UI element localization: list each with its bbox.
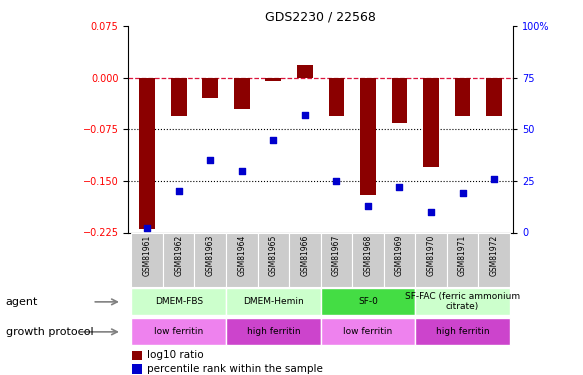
Text: GSM81964: GSM81964 [237, 235, 246, 276]
Text: GSM81972: GSM81972 [490, 235, 498, 276]
Text: GSM81962: GSM81962 [174, 235, 183, 276]
Point [269, 137, 278, 143]
Text: SF-0: SF-0 [358, 297, 378, 306]
Bar [478, 232, 510, 287]
Text: GSM81971: GSM81971 [458, 235, 467, 276]
Text: low ferritin: low ferritin [343, 327, 392, 336]
Bar [132, 364, 142, 374]
Bar [132, 351, 142, 360]
Bar [455, 78, 470, 116]
Text: GSM81963: GSM81963 [206, 235, 215, 276]
Bar [415, 288, 510, 315]
Text: GSM81969: GSM81969 [395, 235, 404, 276]
Text: GSM81967: GSM81967 [332, 235, 341, 276]
Bar [384, 232, 415, 287]
Text: high ferritin: high ferritin [247, 327, 300, 336]
Text: GSM81970: GSM81970 [427, 235, 436, 276]
Point [206, 158, 215, 164]
Bar [415, 318, 510, 345]
Bar [131, 232, 163, 287]
Text: agent: agent [6, 297, 38, 307]
Point [174, 188, 184, 194]
Bar [202, 78, 218, 99]
Point [142, 225, 152, 231]
Point [363, 202, 373, 208]
Bar [360, 78, 376, 195]
Text: GSM81961: GSM81961 [143, 235, 152, 276]
Text: GSM81966: GSM81966 [300, 235, 310, 276]
Bar [131, 288, 226, 315]
Point [300, 112, 310, 118]
Text: log10 ratio: log10 ratio [147, 350, 204, 360]
Bar [258, 232, 289, 287]
Bar [226, 318, 321, 345]
Text: growth protocol: growth protocol [6, 327, 93, 337]
Text: high ferritin: high ferritin [436, 327, 489, 336]
Bar [392, 78, 408, 123]
Point [458, 190, 467, 196]
Bar [447, 232, 478, 287]
Bar [321, 318, 415, 345]
Bar [171, 78, 187, 116]
Bar [297, 65, 312, 78]
Point [490, 176, 499, 182]
Bar [423, 78, 439, 167]
Bar [321, 288, 415, 315]
Text: DMEM-Hemin: DMEM-Hemin [243, 297, 304, 306]
Bar [234, 78, 250, 109]
Text: GSM81965: GSM81965 [269, 235, 278, 276]
Bar [321, 232, 352, 287]
Text: DMEM-FBS: DMEM-FBS [154, 297, 203, 306]
Title: GDS2230 / 22568: GDS2230 / 22568 [265, 11, 376, 24]
Bar [226, 232, 258, 287]
Bar [352, 232, 384, 287]
Text: SF-FAC (ferric ammonium
citrate): SF-FAC (ferric ammonium citrate) [405, 292, 520, 311]
Bar [265, 78, 281, 81]
Bar [195, 232, 226, 287]
Text: percentile rank within the sample: percentile rank within the sample [147, 364, 324, 374]
Point [237, 168, 247, 174]
Bar [415, 232, 447, 287]
Bar [289, 232, 321, 287]
Point [332, 178, 341, 184]
Bar [131, 318, 226, 345]
Point [426, 209, 436, 215]
Bar [329, 78, 345, 116]
Bar [163, 232, 195, 287]
Text: low ferritin: low ferritin [154, 327, 203, 336]
Point [395, 184, 404, 190]
Bar [139, 78, 155, 229]
Text: GSM81968: GSM81968 [363, 235, 373, 276]
Bar [486, 78, 502, 116]
Bar [226, 288, 321, 315]
